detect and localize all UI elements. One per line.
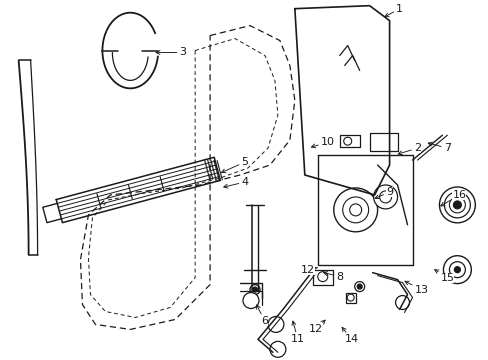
Text: 10: 10 <box>311 137 334 148</box>
Text: 3: 3 <box>156 48 186 58</box>
Circle shape <box>444 192 469 218</box>
Text: 15: 15 <box>434 270 453 283</box>
Text: 6: 6 <box>256 305 268 327</box>
Circle shape <box>333 188 377 232</box>
Circle shape <box>249 285 260 294</box>
Circle shape <box>395 296 408 310</box>
Text: 11: 11 <box>290 321 304 345</box>
Text: 16: 16 <box>440 190 466 206</box>
Circle shape <box>379 191 391 203</box>
Text: 14: 14 <box>342 327 358 345</box>
Text: 8: 8 <box>323 271 343 282</box>
Circle shape <box>439 187 474 223</box>
Circle shape <box>349 204 361 216</box>
Circle shape <box>252 287 257 292</box>
Circle shape <box>452 201 461 209</box>
Circle shape <box>448 197 465 213</box>
Circle shape <box>243 293 259 309</box>
Circle shape <box>343 137 351 145</box>
Circle shape <box>448 262 465 278</box>
Text: 1: 1 <box>384 4 402 17</box>
Text: 12: 12 <box>308 320 325 334</box>
Circle shape <box>373 185 397 209</box>
Circle shape <box>269 341 285 357</box>
Text: 7: 7 <box>427 142 450 153</box>
Bar <box>345 293 355 302</box>
Circle shape <box>354 282 364 292</box>
Circle shape <box>453 267 459 273</box>
Circle shape <box>443 256 470 284</box>
Text: 2: 2 <box>397 143 420 155</box>
Circle shape <box>342 197 368 223</box>
Circle shape <box>346 294 353 301</box>
Text: 13: 13 <box>404 281 427 294</box>
Text: 12: 12 <box>300 265 317 275</box>
Circle shape <box>356 284 362 289</box>
Circle shape <box>317 272 327 282</box>
Text: 5: 5 <box>221 157 248 173</box>
Text: 9: 9 <box>374 187 392 199</box>
Circle shape <box>267 316 284 332</box>
Text: 4: 4 <box>224 177 248 188</box>
